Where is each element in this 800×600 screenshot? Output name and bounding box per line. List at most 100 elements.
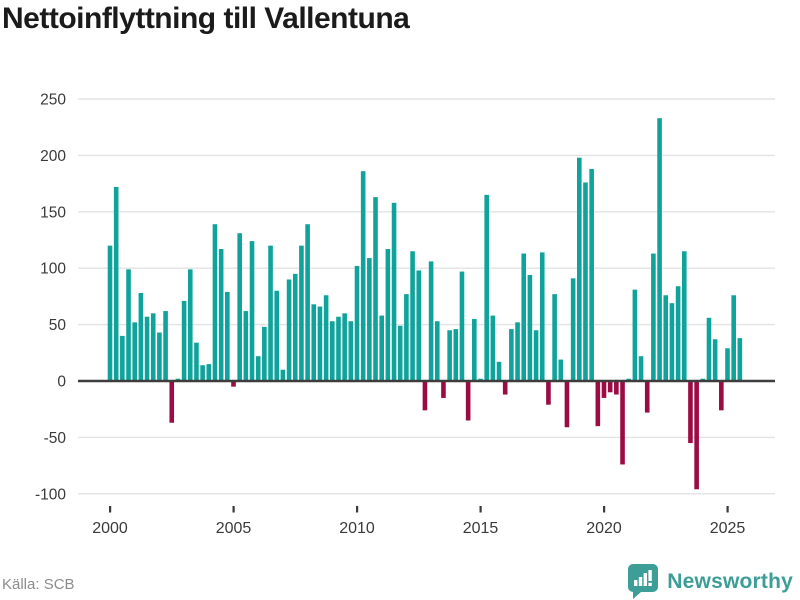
bar-2018-q2 <box>558 359 564 381</box>
bar-2009-q2 <box>336 316 341 381</box>
bar-2008-q3 <box>317 306 323 381</box>
y-axis-label-0: 0 <box>57 374 66 391</box>
bar-2010-q2 <box>360 171 366 381</box>
bar-2025-q3 <box>737 338 743 381</box>
bar-2010-q3 <box>367 258 372 381</box>
bar-2023-q3 <box>688 381 693 444</box>
bar-2011-q1 <box>379 315 384 381</box>
y-axis-label-250: 250 <box>40 92 66 109</box>
y-axis-label-150: 150 <box>40 204 66 221</box>
bar-2005-q3 <box>243 311 249 381</box>
x-axis-label-2000: 2000 <box>92 520 128 537</box>
bar-2019-q1 <box>577 157 582 381</box>
bar-2001-q1 <box>132 322 137 381</box>
source-label: Källa: SCB <box>2 576 75 593</box>
bar-2005-q2 <box>237 233 242 381</box>
bar-2002-q1 <box>157 332 162 381</box>
bar-2007-q2 <box>286 279 292 381</box>
bar-2013-q1 <box>428 261 434 381</box>
bar-2004-q4 <box>225 291 230 381</box>
bar-2000-q3 <box>120 335 125 381</box>
bar-2020-q4 <box>620 381 625 465</box>
x-tick-2025 <box>726 506 729 513</box>
bar-2013-q3 <box>441 381 446 398</box>
bar-2011-q2 <box>385 249 391 381</box>
y-axis-label--100: -100 <box>35 486 66 503</box>
x-axis-label-2020: 2020 <box>586 520 622 537</box>
bar-2012-q3 <box>416 270 422 381</box>
bar-2003-q2 <box>187 269 193 381</box>
bar-2023-q2 <box>681 251 687 381</box>
bar-2019-q3 <box>589 168 594 381</box>
bar-2010-q4 <box>373 197 378 381</box>
bar-2007-q3 <box>292 273 298 381</box>
bar-2002-q2 <box>163 311 168 381</box>
bar-2006-q1 <box>255 356 261 381</box>
y-axis-label-50: 50 <box>49 317 67 334</box>
brand-name: Newsworthy <box>667 569 793 593</box>
bar-2015-q2 <box>484 194 489 381</box>
bar-2002-q3 <box>169 381 175 423</box>
bar-2012-q1 <box>404 294 409 381</box>
bar-2000-q2 <box>113 186 119 381</box>
bar-2016-q3 <box>515 322 520 381</box>
bar-2023-q4 <box>694 381 699 490</box>
bar-2000-q1 <box>107 245 113 381</box>
bar-2005-q4 <box>249 241 255 381</box>
bar-2025-q1 <box>725 348 730 381</box>
bar-2013-q2 <box>434 321 440 381</box>
bar-2003-q4 <box>200 365 205 381</box>
bar-2013-q4 <box>447 330 452 381</box>
bar-2017-q4 <box>546 381 551 405</box>
bar-2009-q1 <box>330 321 335 381</box>
x-tick-2010 <box>356 506 359 513</box>
bar-2015-q4 <box>496 361 502 381</box>
bar-2016-q1 <box>502 381 508 395</box>
bar-2019-q2 <box>583 182 588 381</box>
bar-2016-q4 <box>521 253 527 381</box>
bar-2003-q3 <box>194 342 199 381</box>
bar-2021-q3 <box>638 356 644 381</box>
bar-2022-q2 <box>657 118 662 382</box>
bar-2021-q4 <box>644 381 650 413</box>
bar-2010-q1 <box>354 265 360 381</box>
bar-2004-q1 <box>206 364 212 381</box>
x-axis-label-2015: 2015 <box>463 520 499 537</box>
bar-2022-q1 <box>651 253 656 381</box>
bar-2012-q2 <box>410 251 415 381</box>
bar-2018-q3 <box>564 381 570 428</box>
bar-2016-q2 <box>509 329 514 381</box>
y-axis-label-200: 200 <box>40 148 66 165</box>
bar-2024-q3 <box>712 339 718 381</box>
bar-2020-q3 <box>614 381 619 395</box>
bar-2014-q1 <box>453 329 459 381</box>
bar-2012-q4 <box>422 381 428 411</box>
bar-2007-q4 <box>299 245 304 381</box>
bar-2014-q2 <box>459 271 465 381</box>
bar-2017-q3 <box>539 252 545 381</box>
newsworthy-logo: Newsworthy <box>627 563 793 600</box>
bar-2011-q4 <box>397 325 403 381</box>
bar-2021-q2 <box>632 289 638 381</box>
y-axis-label--50: -50 <box>44 430 67 447</box>
x-axis-label-2025: 2025 <box>710 520 746 537</box>
bar-2007-q1 <box>280 369 286 381</box>
bar-2001-q2 <box>138 293 144 381</box>
bar-2001-q4 <box>150 313 156 381</box>
bar-2008-q4 <box>323 295 329 381</box>
bar-2011-q3 <box>391 202 397 381</box>
x-axis-label-2005: 2005 <box>216 520 252 537</box>
x-tick-2020 <box>603 506 606 513</box>
bar-2003-q1 <box>181 300 187 381</box>
bar-2004-q3 <box>218 249 224 381</box>
bar-2024-q4 <box>719 381 724 411</box>
x-tick-2015 <box>479 506 482 513</box>
x-axis-label-2010: 2010 <box>339 520 375 537</box>
bar-2022-q3 <box>663 295 669 381</box>
bar-2022-q4 <box>669 303 675 381</box>
newsworthy-bubble-icon <box>628 564 659 599</box>
bar-2025-q2 <box>731 295 736 381</box>
bar-2008-q1 <box>305 224 310 381</box>
